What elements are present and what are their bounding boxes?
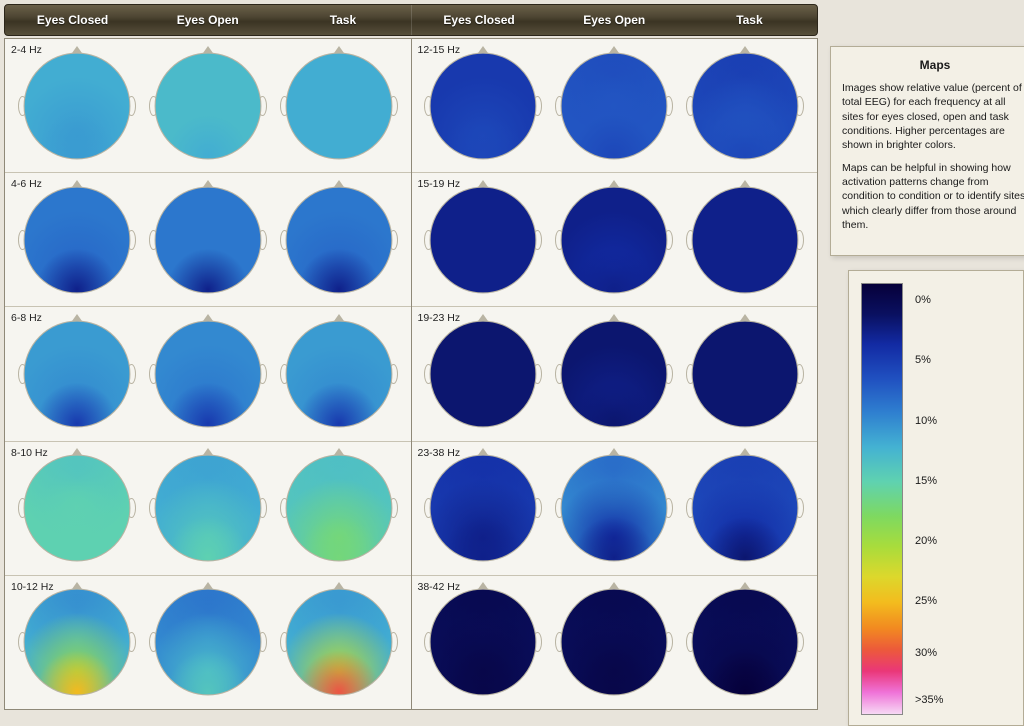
header-label: Eyes Open bbox=[177, 13, 239, 27]
topomap-head bbox=[429, 186, 537, 294]
topomap-head bbox=[691, 52, 799, 160]
topomap-head bbox=[560, 320, 668, 428]
legend-tick: 20% bbox=[915, 535, 937, 547]
topomap-head bbox=[154, 320, 262, 428]
header-col-eyes-open: Eyes Open bbox=[547, 5, 682, 35]
legend-tick: 15% bbox=[915, 475, 937, 487]
frequency-row: 8-10 Hz bbox=[5, 441, 411, 575]
legend-tick: 5% bbox=[915, 354, 931, 366]
head-triplet bbox=[412, 186, 818, 294]
topomap-head bbox=[285, 588, 393, 696]
topomap-head bbox=[691, 454, 799, 562]
topomap-grid: 2-4 Hz bbox=[4, 38, 818, 710]
frequency-row: 10-12 Hz bbox=[5, 575, 411, 709]
topomap-head bbox=[560, 454, 668, 562]
head-triplet bbox=[412, 588, 818, 696]
frequency-row: 2-4 Hz bbox=[5, 39, 411, 172]
topomap-head bbox=[23, 320, 131, 428]
topomap-head bbox=[691, 588, 799, 696]
header-col-task: Task bbox=[275, 5, 410, 35]
header-right-half: Eyes Closed Eyes Open Task bbox=[411, 5, 818, 35]
topomap-head bbox=[285, 454, 393, 562]
frequency-row: 38-42 Hz bbox=[412, 575, 818, 709]
topomap-head bbox=[560, 186, 668, 294]
topomap-head bbox=[285, 52, 393, 160]
header-col-eyes-open: Eyes Open bbox=[140, 5, 275, 35]
topomap-head bbox=[691, 186, 799, 294]
head-triplet bbox=[412, 320, 818, 428]
topomap-head bbox=[23, 52, 131, 160]
topomap-head bbox=[154, 454, 262, 562]
frequency-row: 15-19 Hz bbox=[412, 172, 818, 306]
header-label: Task bbox=[736, 13, 762, 27]
topomap-head bbox=[154, 52, 262, 160]
topomap-head bbox=[285, 320, 393, 428]
topomap-head bbox=[429, 588, 537, 696]
topomap-head bbox=[560, 588, 668, 696]
info-paragraph: Maps can be helpful in showing how activ… bbox=[842, 161, 1024, 232]
topomap-head bbox=[23, 454, 131, 562]
topomap-head bbox=[154, 588, 262, 696]
topomap-head bbox=[429, 52, 537, 160]
color-legend: 0% 5% 10% 15% 20% 25% 30% >35% bbox=[848, 270, 1024, 726]
frequency-row: 4-6 Hz bbox=[5, 172, 411, 306]
legend-tick: >35% bbox=[915, 694, 943, 706]
grid-left-half: 2-4 Hz bbox=[5, 39, 411, 709]
topomap-head bbox=[429, 320, 537, 428]
info-panel: Maps Images show relative value (percent… bbox=[830, 46, 1024, 256]
topomap-head bbox=[23, 588, 131, 696]
head-triplet bbox=[5, 320, 411, 428]
legend-tick: 10% bbox=[915, 415, 937, 427]
column-header-bar: Eyes Closed Eyes Open Task Eyes Closed E… bbox=[4, 4, 818, 36]
header-col-eyes-closed: Eyes Closed bbox=[412, 5, 547, 35]
head-triplet bbox=[412, 454, 818, 562]
topomap-head bbox=[691, 320, 799, 428]
topomap-head bbox=[285, 186, 393, 294]
head-triplet bbox=[5, 186, 411, 294]
frequency-row: 19-23 Hz bbox=[412, 306, 818, 440]
legend-color-bar bbox=[861, 283, 903, 715]
info-title: Maps bbox=[842, 57, 1024, 73]
header-label: Eyes Closed bbox=[443, 13, 514, 27]
legend-tick: 30% bbox=[915, 647, 937, 659]
topomap-head bbox=[560, 52, 668, 160]
header-label: Eyes Closed bbox=[37, 13, 108, 27]
legend-tick: 0% bbox=[915, 294, 931, 306]
grid-right-half: 12-15 Hz bbox=[411, 39, 818, 709]
header-left-half: Eyes Closed Eyes Open Task bbox=[5, 5, 411, 35]
frequency-row: 12-15 Hz bbox=[412, 39, 818, 172]
head-triplet bbox=[5, 588, 411, 696]
head-triplet bbox=[5, 52, 411, 160]
frequency-row: 23-38 Hz bbox=[412, 441, 818, 575]
legend-tick: 25% bbox=[915, 595, 937, 607]
head-triplet bbox=[5, 454, 411, 562]
topomap-head bbox=[429, 454, 537, 562]
topomap-head bbox=[23, 186, 131, 294]
frequency-row: 6-8 Hz bbox=[5, 306, 411, 440]
topomap-head bbox=[154, 186, 262, 294]
legend-ticks: 0% 5% 10% 15% 20% 25% 30% >35% bbox=[915, 283, 1011, 713]
header-label: Task bbox=[330, 13, 356, 27]
header-col-task: Task bbox=[682, 5, 817, 35]
head-triplet bbox=[412, 52, 818, 160]
header-label: Eyes Open bbox=[583, 13, 645, 27]
info-paragraph: Images show relative value (percent of t… bbox=[842, 81, 1024, 152]
header-col-eyes-closed: Eyes Closed bbox=[5, 5, 140, 35]
